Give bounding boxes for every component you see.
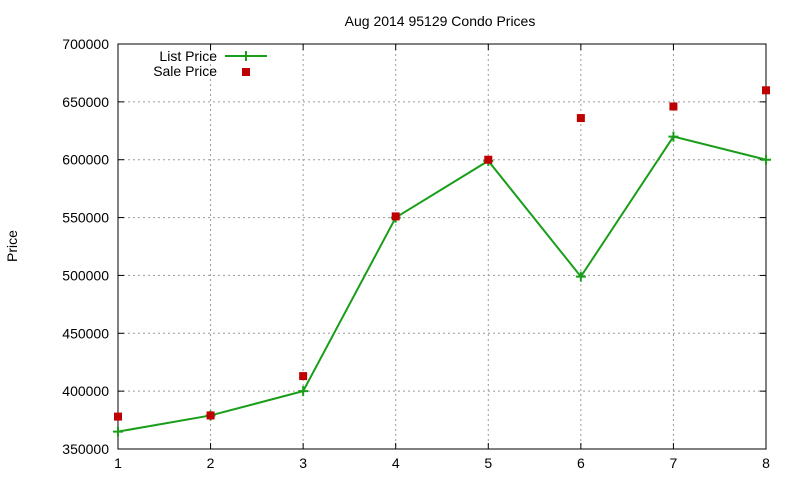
- x-tick-label: 7: [670, 455, 678, 471]
- list-price-point: [575, 271, 586, 282]
- y-tick-label: 350000: [62, 441, 109, 457]
- y-tick-label: 450000: [62, 325, 109, 341]
- sale-price-point: [206, 411, 215, 420]
- list-price-point: [113, 426, 123, 437]
- y-tick-label: 700000: [62, 36, 109, 52]
- x-tick-label: 2: [207, 455, 215, 471]
- x-tick-label: 1: [114, 455, 122, 471]
- plot-frame: [117, 43, 767, 450]
- y-tick-label: 400000: [62, 383, 109, 399]
- legend-marker-list-price: [241, 51, 251, 61]
- tick-labels: 350000 400000 450000 500000 550000 600000 6500…: [62, 36, 770, 471]
- legend-marker-sale-price: [242, 68, 250, 76]
- list-price-point: [298, 386, 309, 397]
- y-tick-label: 650000: [62, 94, 109, 110]
- sale-price-point: [669, 102, 678, 111]
- y-axis-label: Price: [4, 230, 20, 262]
- list-price-point: [668, 131, 679, 142]
- legend-label-sale-price: Sale Price: [153, 63, 217, 79]
- sale-price-point: [484, 155, 493, 164]
- sale-price-point: [299, 372, 308, 381]
- x-tick-label: 3: [299, 455, 307, 471]
- legend-label-list-price: List Price: [159, 48, 217, 64]
- plot-area: [113, 43, 771, 450]
- sale-price-point: [391, 212, 400, 221]
- grid: [118, 44, 766, 449]
- x-tick-label: 4: [392, 455, 400, 471]
- x-tick-label: 8: [762, 455, 770, 471]
- list-price-point: [761, 154, 771, 165]
- x-tick-label: 5: [484, 455, 492, 471]
- y-tick-label: 500000: [62, 267, 109, 283]
- y-tick-label: 550000: [62, 210, 109, 226]
- sale-price-point: [576, 114, 585, 123]
- x-tick-label: 6: [577, 455, 585, 471]
- chart-title: Aug 2014 95129 Condo Prices: [345, 13, 536, 29]
- sale-price-point: [114, 412, 122, 421]
- y-tick-label: 600000: [62, 152, 109, 168]
- series-line-list-price: [117, 135, 767, 433]
- sale-price-point: [762, 86, 770, 95]
